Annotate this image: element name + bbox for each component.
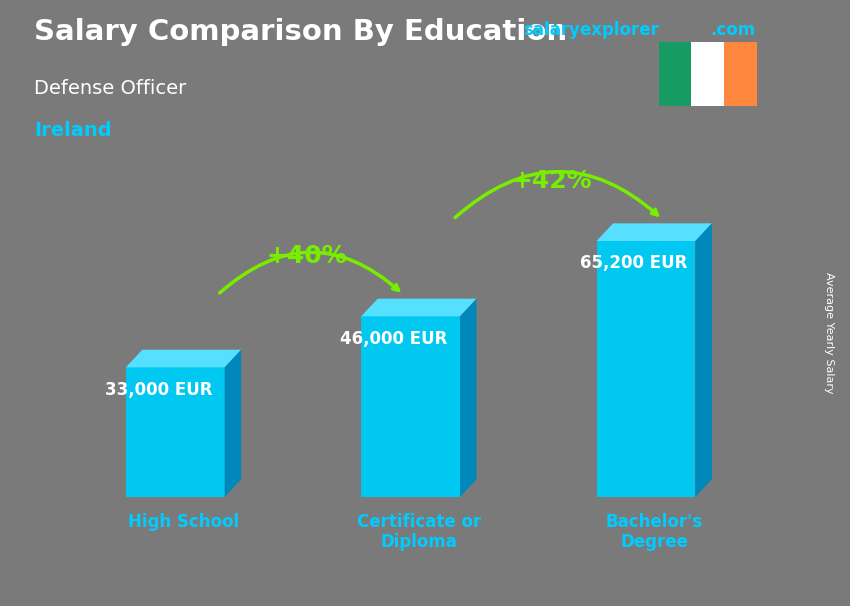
Bar bbox=[659, 42, 691, 106]
Text: Certificate or
Diploma: Certificate or Diploma bbox=[357, 513, 481, 551]
Text: Salary Comparison By Education: Salary Comparison By Education bbox=[34, 18, 567, 46]
Text: High School: High School bbox=[128, 513, 239, 531]
Polygon shape bbox=[361, 316, 460, 497]
Text: 65,200 EUR: 65,200 EUR bbox=[580, 255, 688, 273]
Polygon shape bbox=[126, 350, 241, 367]
Polygon shape bbox=[695, 224, 712, 497]
Text: 46,000 EUR: 46,000 EUR bbox=[340, 330, 447, 348]
Polygon shape bbox=[597, 241, 695, 497]
Text: Ireland: Ireland bbox=[34, 121, 111, 140]
Text: salaryexplorer: salaryexplorer bbox=[523, 21, 659, 39]
Polygon shape bbox=[126, 367, 224, 497]
Polygon shape bbox=[460, 299, 477, 497]
Bar bbox=[724, 42, 756, 106]
Polygon shape bbox=[597, 224, 712, 241]
Text: +42%: +42% bbox=[512, 169, 592, 193]
Polygon shape bbox=[361, 299, 477, 316]
Text: Defense Officer: Defense Officer bbox=[34, 79, 186, 98]
Text: Average Yearly Salary: Average Yearly Salary bbox=[824, 273, 834, 394]
Text: +40%: +40% bbox=[267, 244, 348, 268]
Text: Bachelor's
Degree: Bachelor's Degree bbox=[606, 513, 703, 551]
Text: 33,000 EUR: 33,000 EUR bbox=[105, 381, 212, 399]
Bar bbox=[691, 42, 724, 106]
Text: .com: .com bbox=[710, 21, 755, 39]
Polygon shape bbox=[224, 350, 241, 497]
